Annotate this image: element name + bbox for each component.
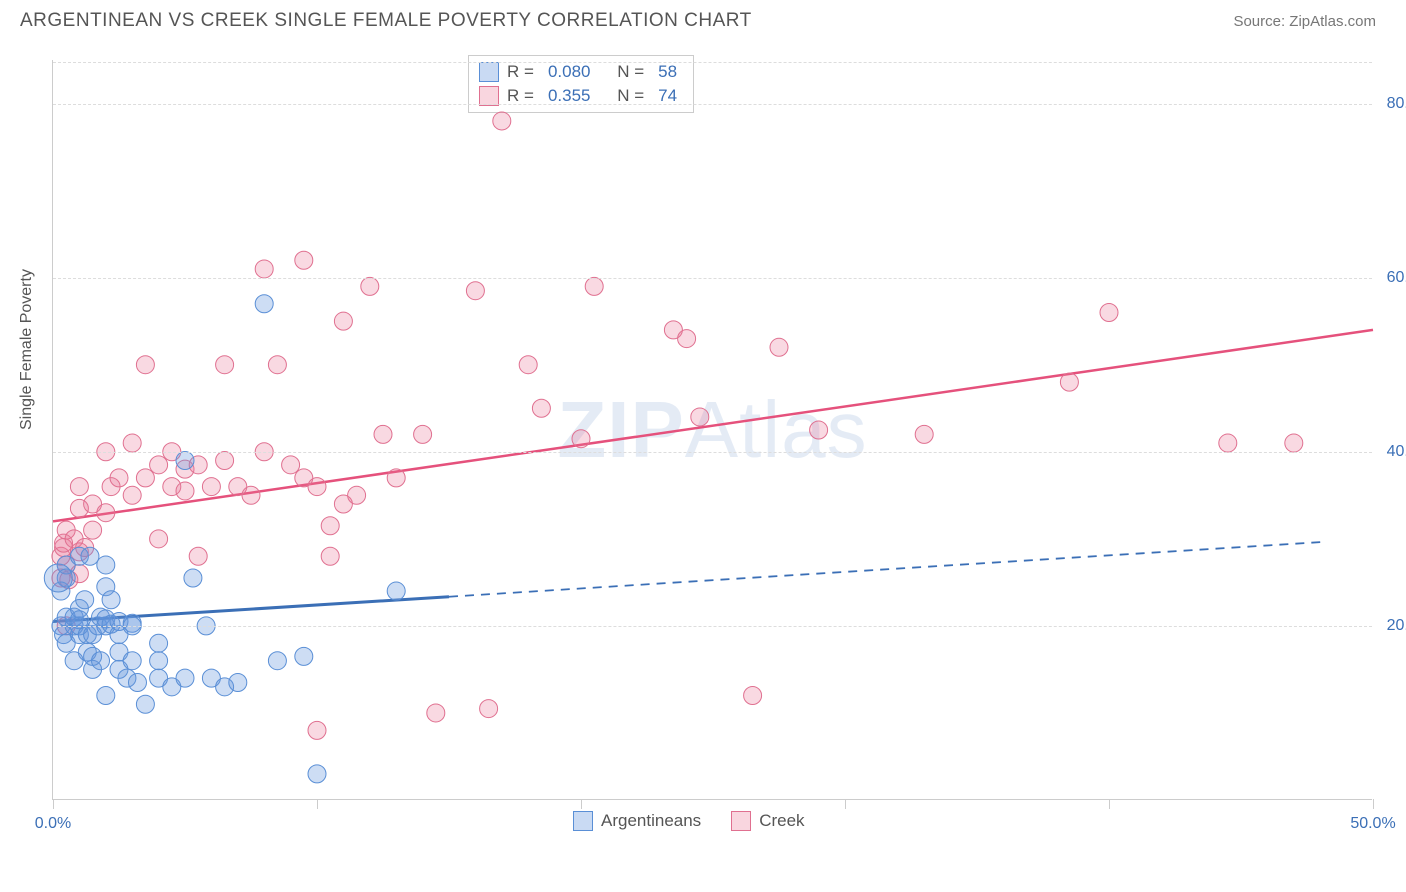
data-point-creek (84, 521, 102, 539)
data-point-argentineans (255, 295, 273, 313)
x-tick (581, 799, 582, 809)
y-tick-label: 80.0% (1387, 95, 1406, 113)
x-tick (1109, 799, 1110, 809)
x-tick (1373, 799, 1374, 809)
gridline (53, 452, 1372, 453)
x-tick (845, 799, 846, 809)
data-point-creek (150, 456, 168, 474)
data-point-creek (1219, 434, 1237, 452)
data-point-creek (321, 517, 339, 535)
data-point-argentineans (92, 652, 110, 670)
data-point-creek (585, 277, 603, 295)
data-point-creek (480, 700, 498, 718)
data-point-creek (176, 482, 194, 500)
data-point-creek (348, 486, 366, 504)
x-tick-label: 50.0% (1350, 815, 1395, 833)
x-tick (317, 799, 318, 809)
data-point-creek (519, 356, 537, 374)
data-point-creek (268, 356, 286, 374)
data-point-creek (915, 425, 933, 443)
data-point-argentineans (387, 582, 405, 600)
gridline (53, 278, 1372, 279)
data-point-creek (387, 469, 405, 487)
data-point-creek (70, 478, 88, 496)
data-point-argentineans (81, 547, 99, 565)
data-point-argentineans (97, 687, 115, 705)
creek-swatch-icon (731, 811, 751, 831)
data-point-argentineans (184, 569, 202, 587)
data-point-argentineans (150, 652, 168, 670)
legend-item-creek: Creek (731, 811, 804, 831)
data-point-creek (334, 312, 352, 330)
data-point-creek (136, 356, 154, 374)
data-point-creek (97, 504, 115, 522)
data-point-argentineans (176, 451, 194, 469)
data-point-creek (202, 478, 220, 496)
x-tick (53, 799, 54, 809)
data-point-argentineans (44, 564, 72, 592)
data-point-argentineans (295, 647, 313, 665)
data-point-creek (110, 469, 128, 487)
chart-plot-area: ZIPAtlas R = 0.080 N = 58 R = 0.355 N = … (52, 60, 1372, 800)
trendline-argentineans-extrapolated (449, 542, 1320, 597)
x-tick-label: 0.0% (35, 815, 71, 833)
data-point-creek (1100, 303, 1118, 321)
data-point-creek (123, 486, 141, 504)
data-point-argentineans (123, 652, 141, 670)
scatter-svg (53, 60, 1372, 799)
data-point-creek (1285, 434, 1303, 452)
source-attribution: Source: ZipAtlas.com (1233, 13, 1376, 30)
series-legend: Argentineans Creek (573, 811, 805, 831)
data-point-creek (532, 399, 550, 417)
data-point-creek (216, 451, 234, 469)
chart-title: ARGENTINEAN VS CREEK SINGLE FEMALE POVER… (20, 10, 752, 32)
data-point-creek (678, 330, 696, 348)
data-point-creek (691, 408, 709, 426)
y-axis-label: Single Female Poverty (18, 269, 36, 430)
data-point-creek (466, 282, 484, 300)
argentineans-swatch-icon (573, 811, 593, 831)
data-point-creek (308, 478, 326, 496)
data-point-creek (374, 425, 392, 443)
gridline (53, 104, 1372, 105)
data-point-argentineans (308, 765, 326, 783)
data-point-argentineans (128, 673, 146, 691)
y-tick-label: 60.0% (1387, 269, 1406, 287)
data-point-creek (255, 260, 273, 278)
data-point-creek (770, 338, 788, 356)
data-point-creek (427, 704, 445, 722)
data-point-creek (295, 251, 313, 269)
data-point-creek (572, 430, 590, 448)
data-point-creek (321, 547, 339, 565)
data-point-creek (810, 421, 828, 439)
data-point-argentineans (176, 669, 194, 687)
data-point-creek (150, 530, 168, 548)
y-tick-label: 40.0% (1387, 443, 1406, 461)
data-point-creek (1060, 373, 1078, 391)
data-point-creek (282, 456, 300, 474)
data-point-creek (414, 425, 432, 443)
legend-item-argentineans: Argentineans (573, 811, 701, 831)
data-point-argentineans (76, 591, 94, 609)
y-tick-label: 20.0% (1387, 617, 1406, 635)
data-point-creek (242, 486, 260, 504)
data-point-creek (123, 434, 141, 452)
data-point-creek (744, 687, 762, 705)
data-point-creek (361, 277, 379, 295)
data-point-creek (308, 721, 326, 739)
data-point-argentineans (102, 591, 120, 609)
data-point-argentineans (229, 673, 247, 691)
gridline (53, 626, 1372, 627)
data-point-creek (493, 112, 511, 130)
data-point-creek (189, 547, 207, 565)
data-point-argentineans (97, 556, 115, 574)
data-point-argentineans (136, 695, 154, 713)
data-point-creek (136, 469, 154, 487)
data-point-argentineans (268, 652, 286, 670)
data-point-argentineans (150, 634, 168, 652)
gridline (53, 62, 1372, 63)
data-point-creek (216, 356, 234, 374)
